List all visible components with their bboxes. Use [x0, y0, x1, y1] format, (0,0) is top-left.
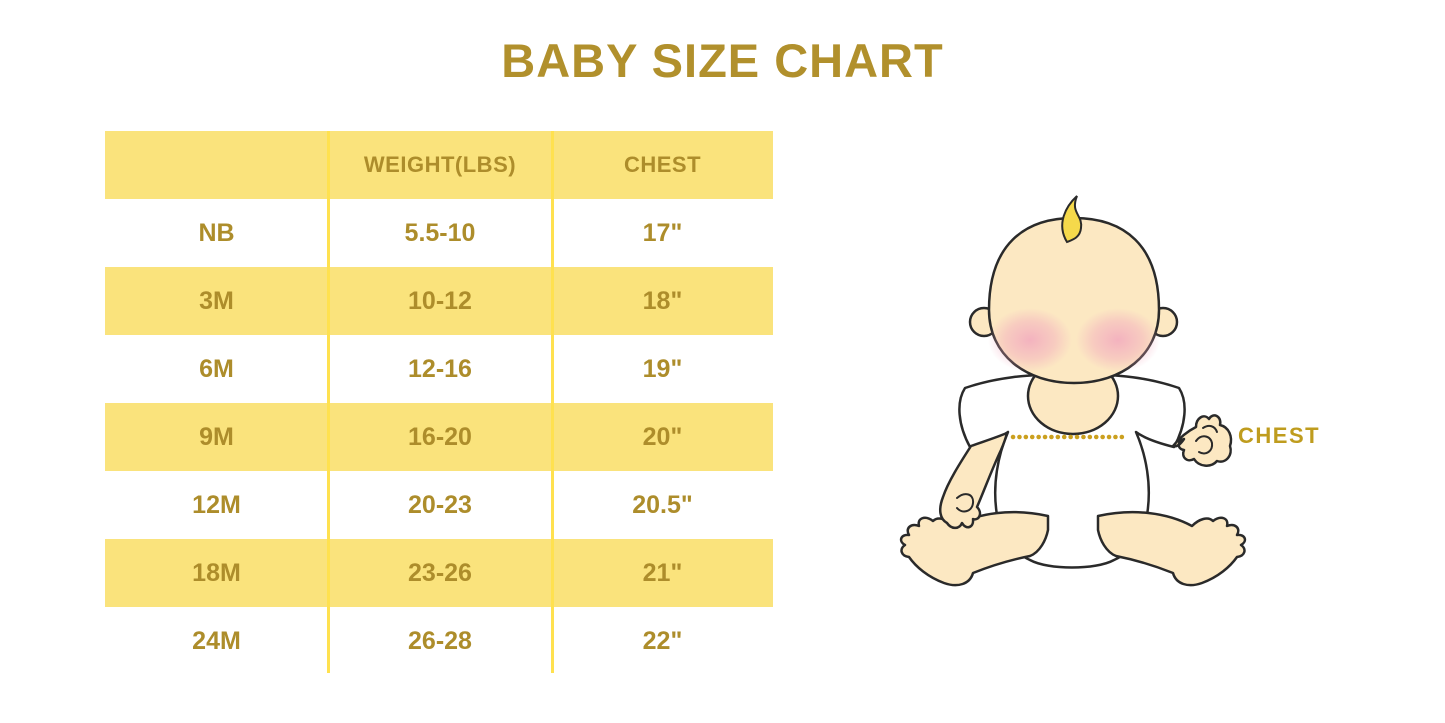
- chest-cell: 21": [642, 558, 683, 587]
- weight-cell: 20-23: [408, 490, 472, 519]
- chest-cell: 20": [642, 422, 683, 451]
- size-cell: 12M: [192, 490, 241, 519]
- baby-left-leg: [899, 510, 1050, 587]
- column-separator: [551, 131, 554, 673]
- size-cell: 3M: [199, 286, 234, 315]
- baby-left-cheek-blush: [988, 308, 1072, 372]
- chest-cell: 18": [642, 286, 683, 315]
- table-header-row: WEIGHT(LBS) CHEST: [105, 131, 773, 199]
- baby-fist-fingers: [1195, 435, 1214, 455]
- baby-fist-thumb: [1202, 424, 1218, 433]
- page-title: BABY SIZE CHART: [501, 34, 944, 87]
- weight-cell: 16-20: [408, 422, 472, 451]
- header-chest: CHEST: [623, 152, 702, 177]
- table-row: 9M 16-20 20": [105, 403, 773, 471]
- baby-left-hand-fingers: [956, 493, 975, 513]
- size-cell: 6M: [199, 354, 234, 383]
- baby-left-arm: [938, 431, 1009, 530]
- chest-cell: 20.5": [632, 490, 693, 519]
- chest-cell: 19": [642, 354, 683, 383]
- size-cell: NB: [198, 218, 235, 247]
- size-cell: 18M: [192, 558, 241, 587]
- table-row: 24M 26-28 22": [105, 607, 773, 675]
- baby-right-leg: [1096, 510, 1247, 587]
- baby-right-arm-fist: [1171, 414, 1233, 467]
- weight-cell: 26-28: [408, 626, 472, 655]
- table-row: 3M 10-12 18": [105, 267, 773, 335]
- table-row: 18M 23-26 21": [105, 539, 773, 607]
- header-weight: WEIGHT(LBS): [363, 152, 517, 177]
- weight-cell: 12-16: [408, 354, 472, 383]
- size-table: WEIGHT(LBS) CHEST NB 5.5-10 17" 3M 10-12…: [105, 131, 773, 675]
- baby-hair-tuft: [1061, 195, 1083, 244]
- chest-cell: 17": [642, 218, 683, 247]
- weight-cell: 5.5-10: [404, 218, 476, 247]
- size-cell: 24M: [192, 626, 241, 655]
- weight-cell: 23-26: [408, 558, 472, 587]
- chest-cell: 22": [642, 626, 683, 655]
- size-cell: 9M: [199, 422, 234, 451]
- baby-illustration: [899, 195, 1247, 587]
- baby-right-cheek-blush: [1076, 308, 1160, 372]
- chest-label: CHEST: [1238, 423, 1321, 448]
- weight-cell: 10-12: [408, 286, 472, 315]
- column-separator: [327, 131, 330, 673]
- table-row: NB 5.5-10 17": [105, 199, 773, 267]
- table-row: 6M 12-16 19": [105, 335, 773, 403]
- table-row: 12M 20-23 20.5": [105, 471, 773, 539]
